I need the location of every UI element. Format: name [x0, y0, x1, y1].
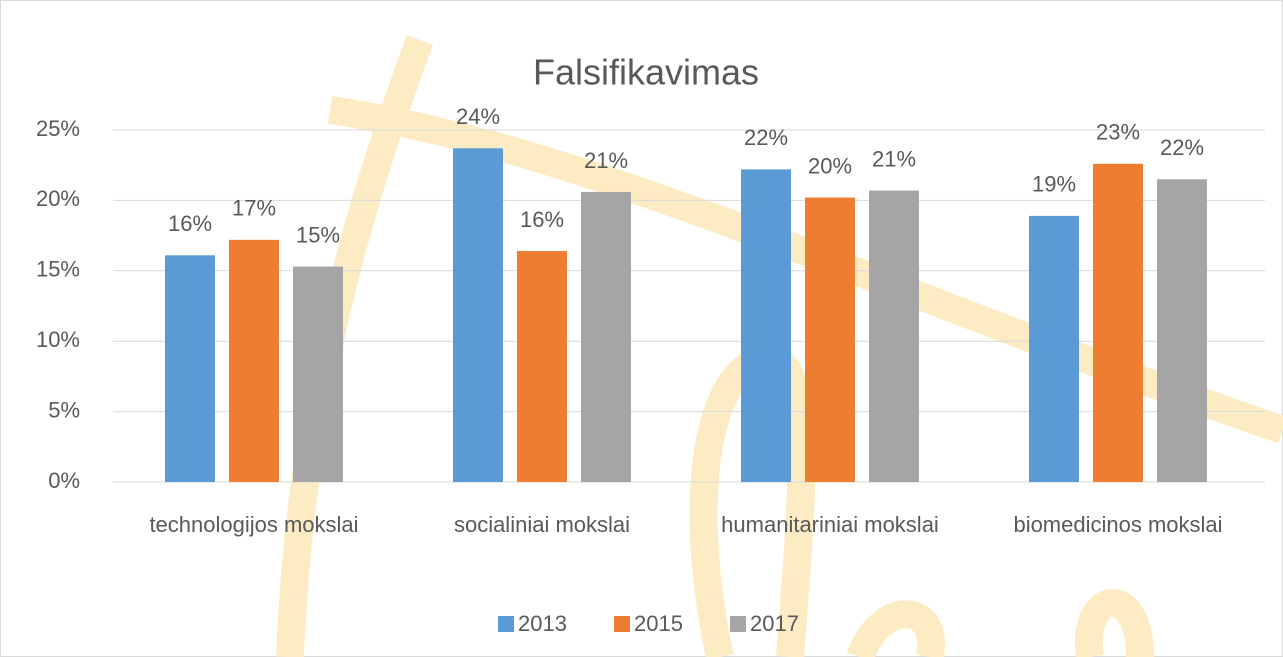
y-tick-label: 20%: [36, 186, 80, 211]
bar: [229, 240, 279, 482]
data-label: 19%: [1032, 172, 1076, 197]
chart: Falsifikavimas 0% 5% 10% 15% 20% 25% 16% 17% 15%…: [0, 0, 1283, 657]
y-tick-label: 0%: [48, 468, 80, 493]
data-label: 21%: [584, 148, 628, 173]
data-label: 20%: [808, 153, 852, 178]
data-label: 22%: [744, 125, 788, 150]
data-label: 21%: [872, 146, 916, 171]
bar: [453, 148, 503, 482]
x-tick-label: technologijos mokslai: [119, 511, 389, 539]
legend-label: 2015: [634, 611, 683, 636]
bar: [581, 192, 631, 482]
legend-label: 2017: [750, 611, 799, 636]
data-label: 24%: [456, 104, 500, 129]
bar: [517, 251, 567, 482]
data-label: 23%: [1096, 120, 1140, 145]
bar: [869, 191, 919, 482]
bar: [293, 267, 343, 482]
chart-title: Falsifikavimas: [533, 52, 759, 93]
bar: [165, 255, 215, 482]
y-tick-label: 10%: [36, 327, 80, 352]
data-label: 16%: [168, 211, 212, 236]
y-tick-label: 25%: [36, 116, 80, 141]
bar: [1093, 164, 1143, 482]
x-tick-label: humanitariniai mokslai: [695, 511, 965, 539]
data-label: 16%: [520, 207, 564, 232]
y-tick-label: 5%: [48, 397, 80, 422]
data-label: 17%: [232, 196, 276, 221]
chart-container: Falsifikavimas 0% 5% 10% 15% 20% 25% 16% 17% 15%…: [0, 0, 1283, 657]
y-tick-label: 15%: [36, 257, 80, 282]
data-label: 15%: [296, 222, 340, 247]
x-tick-label: biomedicinos mokslai: [983, 511, 1253, 539]
data-label: 22%: [1160, 135, 1204, 160]
legend-swatch: [498, 616, 514, 632]
legend-swatch: [730, 616, 746, 632]
legend-swatch: [614, 616, 630, 632]
bar: [805, 198, 855, 482]
bar: [741, 169, 791, 482]
x-tick-label: socialiniai mokslai: [407, 511, 677, 539]
bar: [1157, 179, 1207, 482]
legend-label: 2013: [518, 611, 567, 636]
bar: [1029, 216, 1079, 482]
